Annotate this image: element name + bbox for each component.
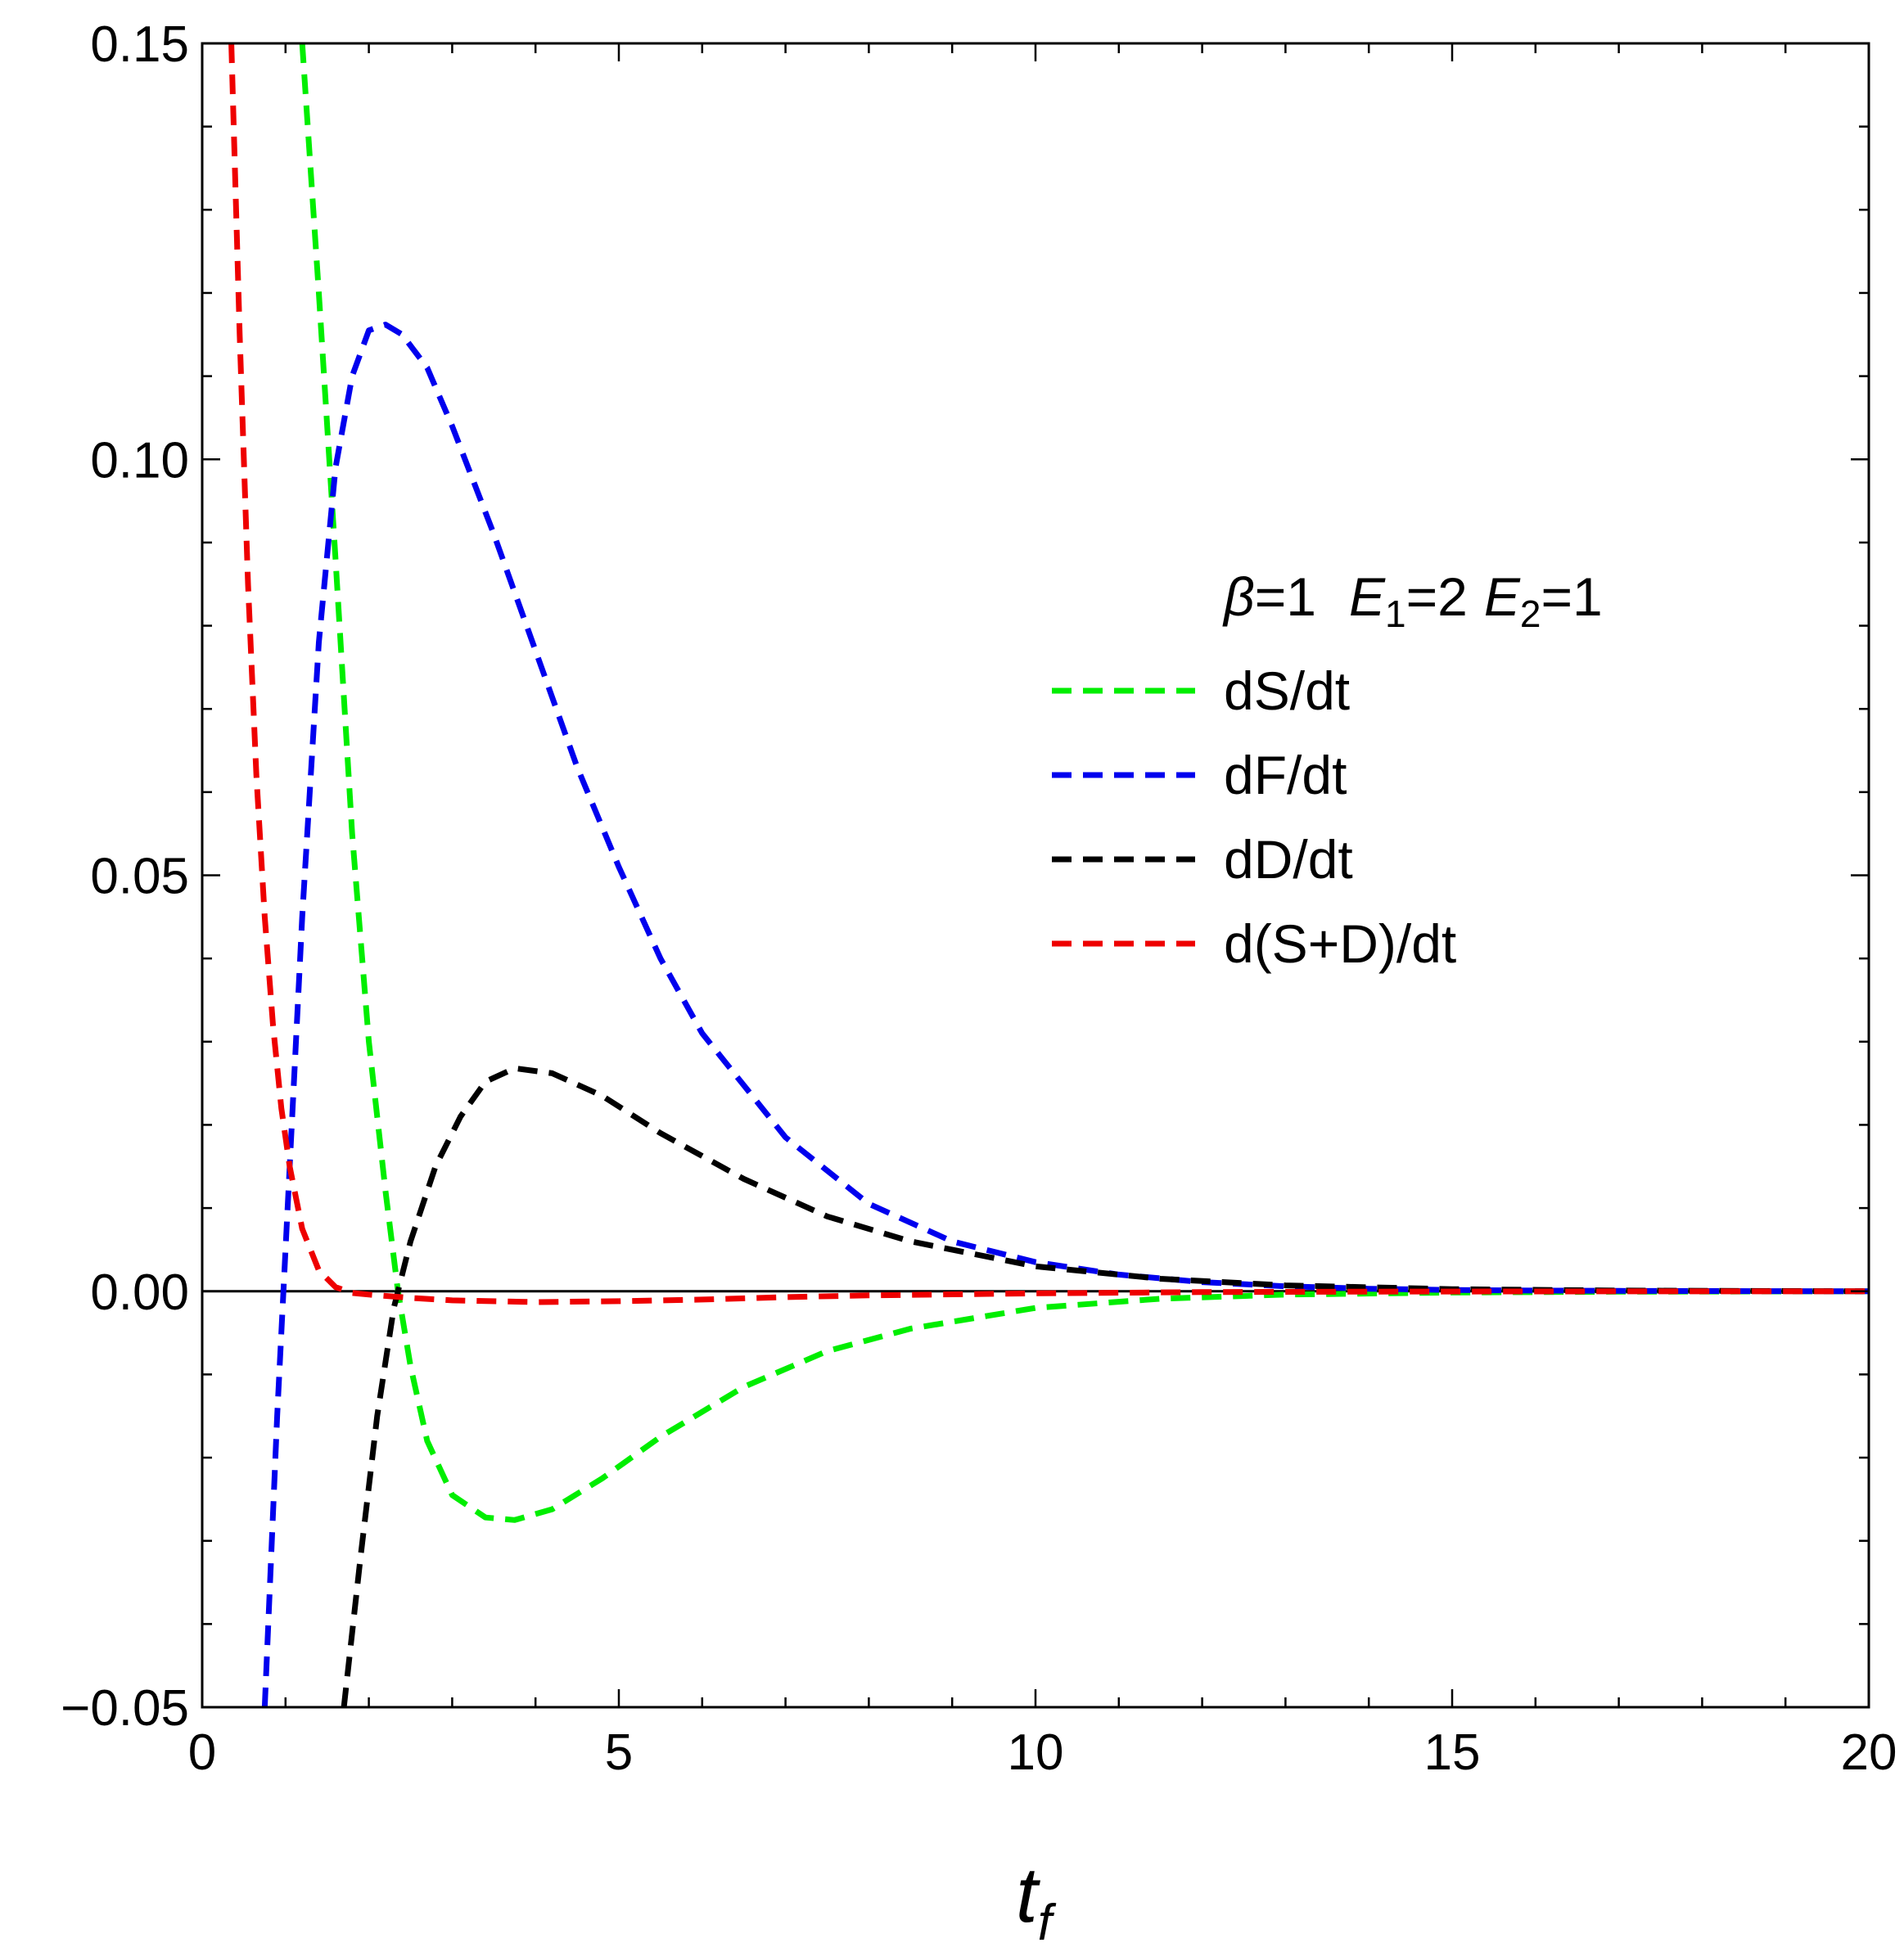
legend-label-3: dD/dt: [1224, 829, 1353, 890]
series-line-4: [228, 43, 1869, 1305]
legend: dS/dt dF/dt dD/dt d(S+D)/dt: [1052, 660, 1456, 974]
y-tick-label: 0.00: [90, 1264, 189, 1321]
beta-value: =1: [1255, 566, 1316, 627]
e2-subscript: 2: [1520, 593, 1541, 635]
x-axis-label: tf: [1016, 1851, 1057, 1947]
y-tick-label: 0.05: [90, 849, 189, 905]
y-tick-label: 0.15: [90, 16, 189, 73]
y-tick-label: −0.05: [61, 1680, 189, 1737]
legend-label-1: dS/dt: [1224, 660, 1350, 721]
x-tick-label: 10: [1008, 1724, 1064, 1781]
beta-symbol: β: [1222, 566, 1255, 627]
x-tick-label: 5: [605, 1724, 633, 1781]
e2-symbol: E: [1484, 566, 1521, 627]
x-axis-label-subscript: f: [1038, 1895, 1057, 1947]
x-tick-label: 20: [1841, 1724, 1897, 1781]
legend-label-4: d(S+D)/dt: [1224, 913, 1456, 974]
series-layer: [228, 43, 1869, 1707]
series-line-3: [341, 1065, 1869, 1707]
x-tick-label: 0: [188, 1724, 216, 1781]
parameter-annotation: β=1 E1=2 E2=1: [1222, 566, 1603, 635]
e1-subscript: 1: [1385, 593, 1406, 635]
e1-value: =2: [1406, 566, 1468, 627]
e2-value: =1: [1541, 566, 1602, 627]
plot-frame: [201, 42, 1870, 1709]
legend-label-2: dF/dt: [1224, 745, 1347, 805]
x-tick-label: 15: [1424, 1724, 1481, 1781]
series-line-1: [299, 43, 1869, 1523]
y-tick-label: 0.10: [90, 432, 189, 489]
tick-layer: 0 5 10 15 20 −0.05 0.00 0.05 0.10 0.15: [61, 16, 1897, 1781]
series-line-2: [261, 322, 1869, 1707]
e1-symbol: E: [1349, 566, 1386, 627]
